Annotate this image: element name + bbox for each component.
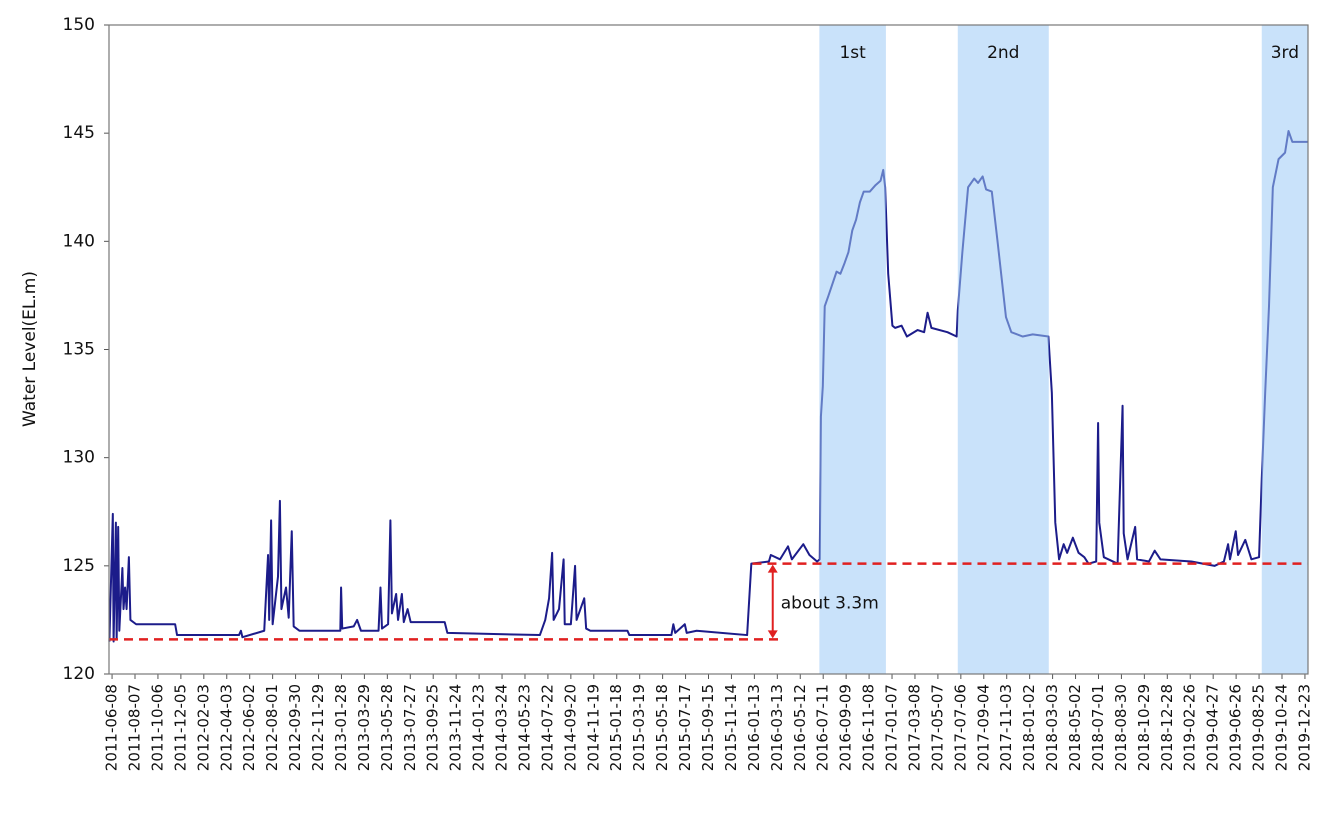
x-tick-label: 2013-05-28: [378, 684, 396, 771]
x-tick-label: 2012-04-03: [217, 684, 235, 771]
y-tick-label: 145: [63, 123, 95, 143]
x-tick-label: 2013-09-25: [424, 684, 442, 771]
x-tick-label: 2014-09-20: [561, 684, 579, 771]
y-tick-label: 130: [63, 448, 95, 468]
x-tick-label: 2014-05-23: [515, 684, 533, 771]
water-level-line: [108, 130, 1308, 643]
period-label: 1st: [839, 43, 866, 63]
x-tick-label: 2018-03-03: [1043, 684, 1061, 771]
x-tick-label: 2016-01-13: [745, 684, 763, 771]
x-tick-label: 2016-05-12: [791, 684, 809, 771]
x-tick-label: 2019-02-26: [1181, 684, 1199, 771]
x-tick-label: 2014-01-23: [470, 684, 488, 771]
y-tick-label: 120: [63, 664, 95, 684]
x-tick-label: 2015-03-19: [630, 684, 648, 771]
x-tick-label: 2017-09-04: [974, 684, 992, 771]
x-tick-label: 2014-03-24: [493, 684, 511, 771]
arrow-head: [767, 630, 778, 639]
x-tick-label: 2019-08-25: [1250, 684, 1268, 771]
x-tick-label: 2014-07-22: [538, 684, 556, 771]
x-tick-label: 2012-06-02: [240, 684, 258, 771]
x-tick-label: 2018-01-02: [1020, 684, 1038, 771]
arrow-head: [767, 564, 778, 573]
x-tick-label: 2013-03-29: [355, 684, 373, 771]
x-tick-label: 2012-02-03: [194, 684, 212, 771]
x-tick-label: 2018-12-28: [1158, 684, 1176, 771]
x-tick-label: 2018-08-30: [1112, 684, 1130, 771]
x-tick-label: 2014-11-19: [584, 684, 602, 771]
x-tick-label: 2012-11-29: [309, 684, 327, 771]
x-tick-label: 2011-10-06: [148, 684, 166, 771]
y-tick-label: 135: [63, 340, 95, 360]
x-tick-label: 2019-12-23: [1295, 684, 1313, 771]
y-tick-label: 125: [63, 556, 95, 576]
x-tick-label: 2011-08-07: [125, 684, 143, 771]
x-tick-label: 2018-07-01: [1089, 684, 1107, 771]
x-tick-label: 2016-07-11: [814, 684, 832, 771]
shaded-period: [819, 25, 886, 674]
x-tick-label: 2015-01-18: [607, 684, 625, 771]
y-tick-label: 150: [63, 15, 95, 35]
x-tick-label: 2013-11-24: [447, 684, 465, 771]
x-tick-label: 2017-11-03: [997, 684, 1015, 771]
x-tick-label: 2019-10-24: [1273, 684, 1291, 771]
shaded-period: [957, 25, 1049, 674]
x-tick-label: 2018-05-02: [1066, 684, 1084, 771]
x-tick-label: 2017-07-06: [951, 684, 969, 771]
x-tick-label: 2012-08-01: [263, 684, 281, 771]
x-tick-label: 2011-06-08: [103, 684, 121, 771]
x-tick-label: 2019-06-26: [1227, 684, 1245, 771]
x-tick-label: 2012-09-30: [286, 684, 304, 771]
x-tick-label: 2015-09-15: [699, 684, 717, 771]
x-tick-label: 2016-09-09: [837, 684, 855, 771]
x-tick-label: 2018-10-29: [1135, 684, 1153, 771]
y-tick-label: 140: [63, 231, 95, 251]
x-tick-label: 2016-11-08: [860, 684, 878, 771]
x-tick-label: 2015-07-17: [676, 684, 694, 771]
annotation-text: about 3.3m: [781, 594, 879, 614]
shaded-period: [1261, 25, 1308, 674]
x-tick-label: 2015-11-14: [722, 684, 740, 771]
x-tick-label: 2013-01-28: [332, 684, 350, 771]
x-tick-label: 2017-05-07: [928, 684, 946, 771]
y-axis-label: Water Level(EL.m): [20, 271, 40, 427]
x-tick-label: 2016-03-13: [768, 684, 786, 771]
x-tick-label: 2017-03-08: [905, 684, 923, 771]
x-tick-label: 2017-01-07: [883, 684, 901, 771]
x-tick-label: 2019-04-27: [1204, 684, 1222, 771]
x-tick-label: 2011-12-05: [171, 684, 189, 771]
period-label: 2nd: [987, 43, 1019, 63]
period-label: 3rd: [1271, 43, 1299, 63]
x-tick-label: 2013-07-27: [401, 684, 419, 771]
plot-frame: [108, 24, 1309, 675]
x-tick-label: 2015-05-18: [653, 684, 671, 771]
